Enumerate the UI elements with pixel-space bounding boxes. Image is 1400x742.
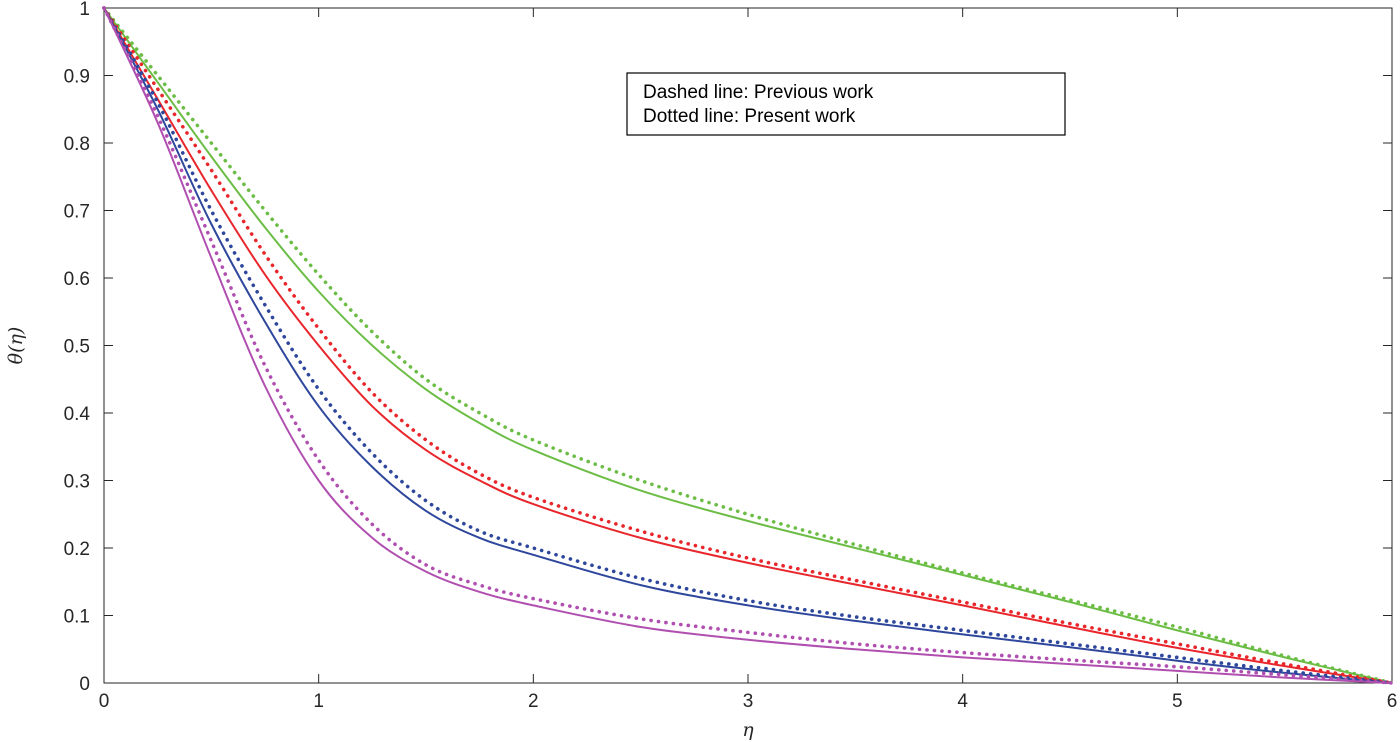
series-line-dotted-5 (102, 6, 1394, 685)
y-tick-label: 0.8 (64, 134, 90, 155)
legend-box (626, 72, 1066, 136)
series-line-dotted-7 (102, 6, 1394, 685)
y-tick-label: 1 (79, 0, 90, 20)
y-tick-label: 0.3 (64, 472, 90, 493)
x-tick-label: 3 (743, 691, 754, 712)
series-line-solid-4 (103, 7, 1393, 684)
legend: Dashed line: Previous work Dotted line: … (626, 72, 1066, 136)
y-tick-label: 0.1 (64, 607, 90, 628)
y-tick-label: 0.4 (64, 404, 91, 425)
series-line-solid-2 (103, 7, 1393, 684)
y-tick-label: 0.2 (64, 539, 90, 560)
y-tick-label: 0.6 (64, 269, 90, 290)
legend-entry-previous-work: Dashed line: Previous work (643, 82, 874, 103)
x-tick-label: 6 (1387, 691, 1398, 712)
x-tick-label: 0 (99, 691, 110, 712)
y-tick-label: 0.9 (64, 67, 90, 88)
y-axis-title: θ(η) (5, 327, 27, 365)
y-tick-label: 0 (79, 674, 90, 695)
series-line-solid-6 (103, 7, 1393, 684)
legend-entry-present-work: Dotted line: Present work (643, 106, 856, 127)
x-tick-label: 1 (313, 691, 324, 712)
x-tick-label: 2 (528, 691, 539, 712)
x-axis: 0 1 2 3 4 5 6 (99, 8, 1398, 712)
y-axis: 0 0.1 0.2 0.3 0.4 0.5 0.6 0.7 0.8 0.9 1 (64, 0, 1392, 695)
y-tick-label: 0.7 (64, 202, 90, 223)
x-tick-label: 4 (957, 691, 968, 712)
series-layer (102, 6, 1394, 685)
series-line-dotted-1 (102, 6, 1394, 685)
x-tick-label: 5 (1172, 691, 1183, 712)
series-line-dotted-3 (102, 6, 1394, 685)
x-axis-title: η (742, 719, 754, 741)
y-tick-label: 0.5 (64, 337, 90, 358)
series-line-solid-0 (103, 7, 1393, 684)
